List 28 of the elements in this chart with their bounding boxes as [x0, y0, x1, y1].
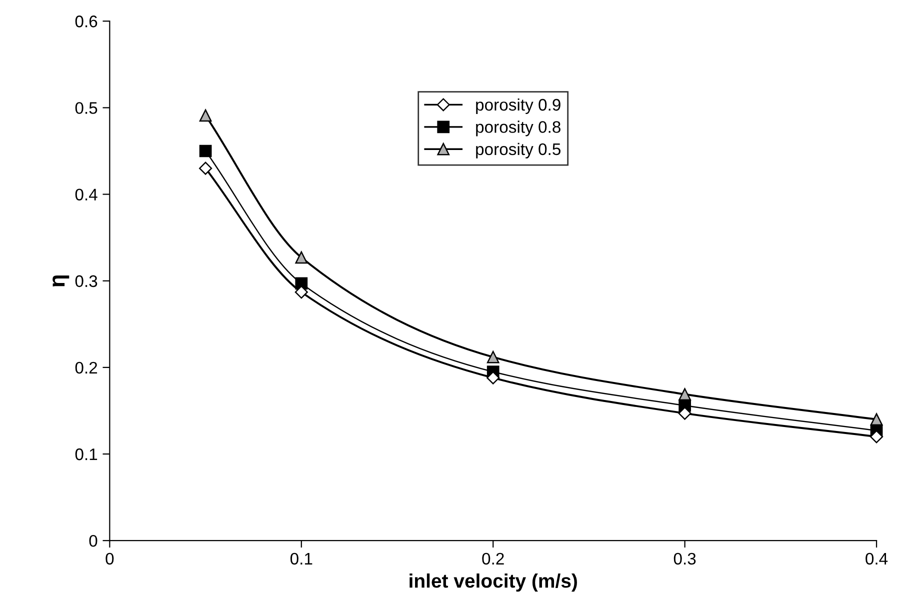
legend-label: porosity 0.8 [476, 120, 560, 136]
point [199, 109, 212, 122]
point [870, 430, 884, 444]
point [870, 413, 883, 426]
point [678, 406, 692, 420]
y-tick-label: 0.3 [75, 275, 98, 288]
point [295, 251, 308, 264]
x-tick-label: 0 [106, 552, 114, 565]
y-tick-label: 0.4 [75, 188, 98, 200]
point [486, 371, 500, 384]
y-tick-label: 0 [89, 534, 98, 547]
legend-label: porosity 0.5 [476, 142, 560, 158]
point [294, 286, 308, 299]
y-axis-title: η [52, 275, 70, 286]
x-tick-label: 0.2 [482, 552, 504, 565]
y-tick-label: 0.5 [75, 102, 98, 114]
x-tick-label: 0.3 [674, 552, 696, 565]
y-tick-label: 0.2 [75, 362, 98, 374]
point [199, 144, 212, 158]
point [199, 162, 212, 175]
point [678, 388, 691, 400]
y-tick-label: 0.1 [75, 448, 98, 460]
point [486, 350, 500, 364]
x-tick-label: 0.1 [290, 552, 312, 565]
y-tick-label: 0.6 [75, 16, 98, 28]
legend-label: porosity 0.9 [476, 98, 560, 114]
x-axis-title: inlet velocity (m/s) [410, 573, 577, 592]
x-tick-label: 0.4 [866, 552, 888, 565]
